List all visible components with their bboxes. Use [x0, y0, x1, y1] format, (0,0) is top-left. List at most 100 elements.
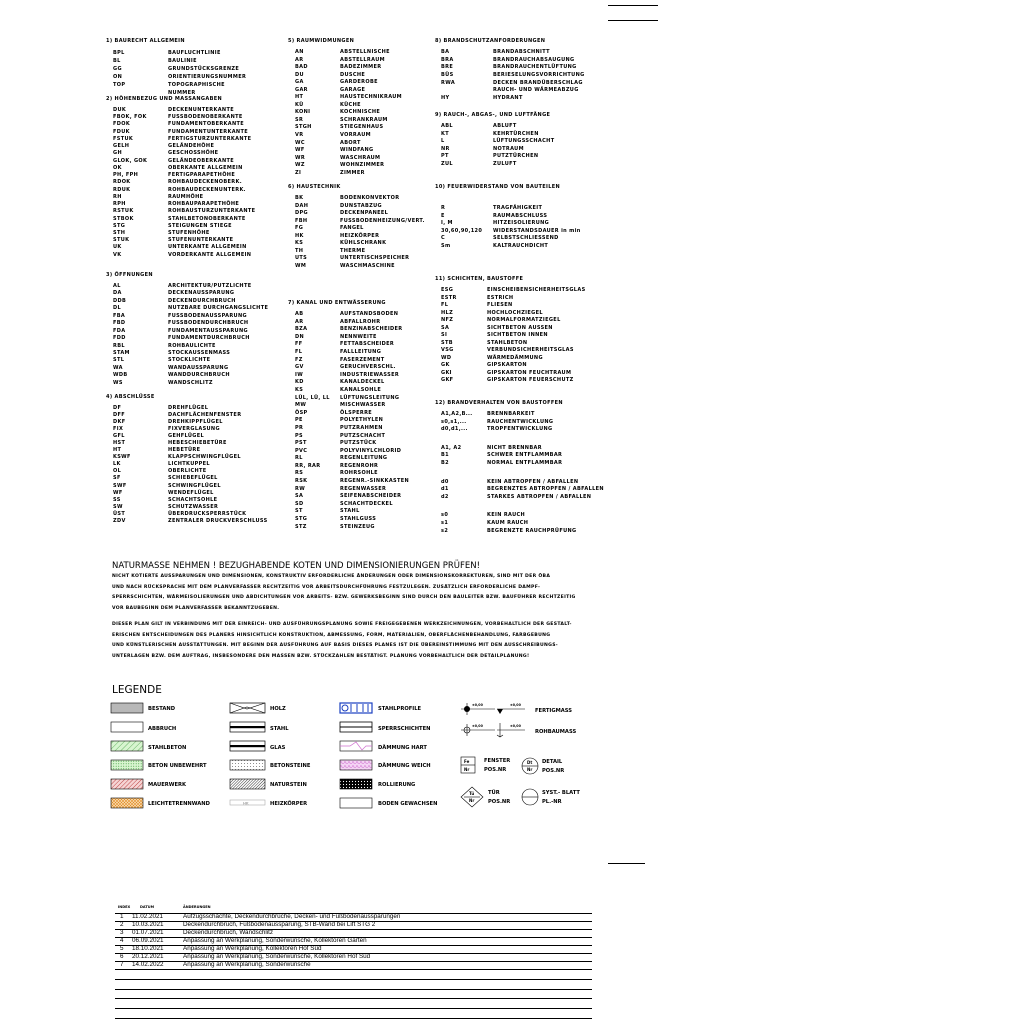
definition: VORRAUM	[340, 132, 371, 139]
section-title: 4) ABSCHLÜSSE	[106, 394, 155, 400]
list-item: FBOK, FOK FUSSBODENOBERKANTE	[106, 114, 255, 121]
definition: WASCHRAUM	[340, 154, 381, 161]
definition: NOTRAUM	[493, 145, 524, 152]
definition: VORDERKANTE ALLGEMEIN	[168, 251, 252, 258]
list-item: ÖSP ÖLSPERRE	[288, 410, 409, 418]
definition: STEIGUNGEN STIEGE	[168, 222, 232, 229]
abbreviation-list: A1,A2,B... BRENNBARKEIT s0,s1,... RAUCHENTW…	[435, 407, 604, 535]
legend-label: LEICHTETRENNWAND	[148, 801, 211, 807]
list-item: BK BODENKONVEKTOR	[288, 195, 425, 203]
definition: TOPOGRAPHISCHE	[168, 82, 225, 88]
cell-date: 06.09.2021	[132, 937, 164, 944]
definition: WANDSCHLITZ	[168, 379, 213, 386]
list-item: HK HEIZKÖRPER	[288, 233, 425, 241]
legend-label: DÄMMUNG HART	[378, 744, 427, 751]
legend-item-rohbaumass: ±0,00 ±0,00 ROHBAUMASS	[461, 723, 576, 738]
list-item: d2 STARKES ABTROPFEN / ABFALLEN	[435, 494, 604, 502]
abbreviation: R	[441, 205, 446, 211]
list-item: PVC POLYVINYLCHLORID	[288, 448, 409, 456]
definition: FUNDAMENTOBERKANTE	[168, 121, 245, 128]
list-item: ZI ZIMMER	[288, 170, 402, 178]
legend-label: MAUERWERK	[148, 782, 187, 788]
list-item: FIX FIXVERGLASUNG	[106, 426, 268, 433]
list-item: DAH DUNSTABZUG	[288, 203, 425, 211]
definition: BAUFLUCHTLINIE	[168, 50, 221, 56]
abbreviation-list: R TRAGFÄHIGKEIT E RAUMABSCHLUSS I, M HITZEISO…	[435, 191, 581, 251]
abbreviation: FF	[295, 341, 303, 348]
cell-index: 3	[120, 929, 124, 936]
legend-item-syst-blatt: SYST.- BLATT PL.-NR	[521, 788, 580, 806]
definition: NUTZBARE DURCHGANGSLICHTE	[168, 305, 269, 312]
legend-item-glas: GLAS	[229, 740, 286, 752]
definition: GEHFLÜGEL	[168, 433, 205, 440]
list-item: HT HEBETÜRE	[106, 447, 268, 454]
list-item: WZ WOHNZIMMER	[288, 162, 402, 170]
abbreviation: s0	[441, 512, 449, 519]
section-haustechnik: 6) HAUSTECHNIK BK BODENKONVEKTOR DAH DUNSTAB…	[288, 184, 425, 270]
abbreviation: STB	[441, 339, 453, 346]
definition: ARCHITEKTUR/PUTZLICHTE	[168, 283, 252, 289]
list-item: SW SCHUTZWASSER	[106, 504, 268, 511]
abbreviation: FDOK	[113, 121, 131, 128]
list-item: ÜST ÜBERDRUCKSPERRSTÜCK	[106, 511, 268, 518]
definition: WANDDURCHBRUCH	[168, 372, 230, 379]
abbreviation-list: AN ABSTELLNISCHE AR ABSTELLRAUM BAD BADEZIMME…	[288, 45, 402, 177]
list-item: WD WÄRMEDÄMMUNG	[435, 355, 586, 363]
definition: LÜFTUNGSLEITUNG	[340, 394, 400, 401]
definition: NUMMER	[168, 90, 196, 96]
list-item: DL NUTZBARE DURCHGANGSLICHTE	[106, 305, 268, 312]
list-item: WF WINDFANG	[288, 147, 402, 155]
list-item: ST STAHL	[288, 508, 409, 516]
abbreviation: AN	[295, 49, 304, 55]
betonsteine-swatch	[229, 759, 266, 771]
definition: OBERLICHTE	[168, 468, 207, 475]
list-item: B2 NORMAL ENTFLAMMBAR	[435, 460, 604, 468]
abbreviation: HK	[295, 232, 304, 239]
definition: ROHRSOHLE	[340, 470, 378, 477]
list-item: d0,d1,... TROPFENTWICKLUNG	[435, 426, 604, 434]
list-item: BAD BADEZIMMER	[288, 64, 402, 72]
section-rauchfaenge: 9) RAUCH-, ABGAS-, UND LUFTFÄNGE ABL ABLUF…	[435, 112, 554, 169]
definition: LICHTKUPPEL	[168, 461, 210, 468]
abbreviation: NR	[441, 145, 450, 152]
abbreviation: FDUK	[113, 128, 130, 135]
list-item: DN NENNWEITE	[288, 334, 409, 342]
section-title: 12) BRANDVERHALTEN VON BAUSTOFFEN	[435, 400, 563, 406]
section-title: 8) BRANDSCHUTZANFORDERUNGEN	[435, 38, 546, 44]
tag-top: Fe	[464, 759, 470, 764]
list-item: FSTUK FERTIGSTURZUNTERKANTE	[106, 136, 255, 143]
abbreviation: BRA	[441, 56, 454, 63]
abbreviation: FBOK, FOK	[113, 114, 147, 121]
legend-label: GLAS	[270, 745, 286, 751]
level-marker-line-icon: ±0,00	[496, 723, 525, 738]
list-item: KS KÜHLSCHRANK	[288, 240, 425, 248]
table-row: 6 20.12.2021 Anpassung an Werkplanung, Son…	[115, 953, 592, 961]
section-title: 1) BAURECHT ALLGEMEIN	[106, 38, 185, 44]
cell-date: 11.02.2021	[132, 913, 164, 920]
definition: SELBSTSCHLIESSEND	[493, 235, 559, 242]
list-item: GFL GEHFLÜGEL	[106, 433, 268, 440]
abbreviation: RDUK	[113, 186, 131, 193]
definition: DECKEN BRANDÜBERSCHLAG	[493, 79, 583, 86]
abbreviation: FG	[295, 225, 304, 232]
abbreviation: WM	[295, 262, 307, 269]
list-item: SD SCHACHTDECKEL	[288, 501, 409, 509]
cell-changes: Aufzugsschächte, Deckendurchbrüche, Deck…	[183, 913, 401, 920]
abbreviation: AL	[113, 283, 121, 289]
table-row: 2 10.03.2021 Deckendurchbruch, Fußbodenaus…	[115, 921, 592, 929]
cell-index: 1	[120, 913, 124, 920]
table-rule	[115, 969, 592, 970]
abbreviation: PT	[441, 153, 449, 160]
list-item: VSG VERBUNDSICHERHEITSGLAS	[435, 347, 586, 355]
abbreviation: ZI	[295, 169, 302, 176]
list-item: Sm KALTRAUCHDICHT	[435, 243, 581, 251]
definition: FALLLEITUNG	[340, 348, 382, 355]
list-item: GELH GELÄNDEHÖHE	[106, 143, 255, 150]
bestand-swatch	[110, 702, 144, 714]
definition: ROHBAULICHTE	[168, 342, 216, 349]
legend-label: HEIZKÖRPER	[270, 800, 307, 807]
definition: TRAGFÄHIGKEIT	[493, 205, 543, 211]
section-brandschutz: 8) BRANDSCHUTZANFORDERUNGEN BA BRANDABSCHN…	[435, 38, 585, 103]
definition: STUFENHÖHE	[168, 229, 210, 236]
abbreviation: PE	[295, 417, 303, 424]
